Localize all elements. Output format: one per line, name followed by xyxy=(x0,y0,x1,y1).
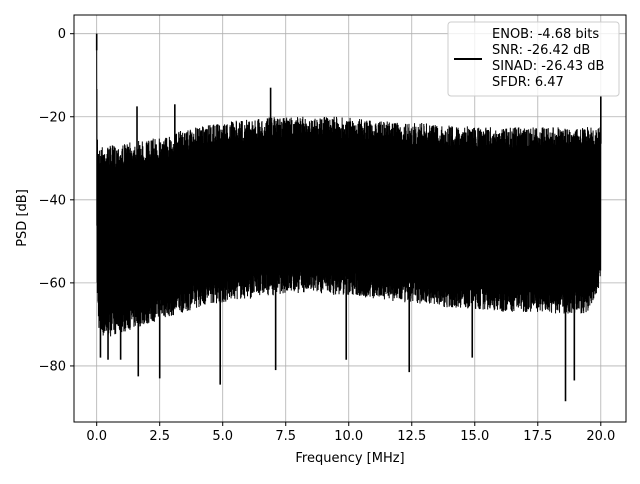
y-tick-label: 0 xyxy=(58,27,66,42)
legend: ENOB: -4.68 bits SNR: -26.42 dB SINAD: -… xyxy=(447,21,620,97)
x-tick-label: 15.0 xyxy=(460,429,489,444)
axes-frame xyxy=(73,14,627,423)
ticks: 0.0 2.5 5.0 7.5 10.0 12.5 15.0 17.5 20.0 0 −20 −40 −… xyxy=(39,27,616,444)
legend-entry-sinad: SINAD: -26.43 dB xyxy=(492,59,604,74)
x-tick-label: 7.5 xyxy=(275,429,296,444)
legend-entry-sfdr: SFDR: 6.47 xyxy=(492,75,564,90)
plot-area xyxy=(95,33,602,402)
y-tick-label: −60 xyxy=(39,276,66,291)
x-tick-label: 17.5 xyxy=(523,429,552,444)
y-tick-label: −40 xyxy=(39,193,66,208)
legend-entry-snr: SNR: -26.42 dB xyxy=(492,43,590,58)
legend-box xyxy=(447,21,620,97)
x-tick-label: 20.0 xyxy=(586,429,615,444)
x-axis-label: Frequency [MHz] xyxy=(295,451,404,466)
legend-entry-enob: ENOB: -4.68 bits xyxy=(492,27,599,42)
x-tick-label: 12.5 xyxy=(397,429,426,444)
x-tick-label: 2.5 xyxy=(149,429,170,444)
x-tick-label: 10.0 xyxy=(334,429,363,444)
y-tick-label: −20 xyxy=(39,110,66,125)
y-axis-label: PSD [dB] xyxy=(15,189,30,247)
psd-trace xyxy=(96,33,602,337)
y-tick-label: −80 xyxy=(39,359,66,374)
x-tick-label: 0.0 xyxy=(86,429,107,444)
x-tick-label: 5.0 xyxy=(212,429,233,444)
